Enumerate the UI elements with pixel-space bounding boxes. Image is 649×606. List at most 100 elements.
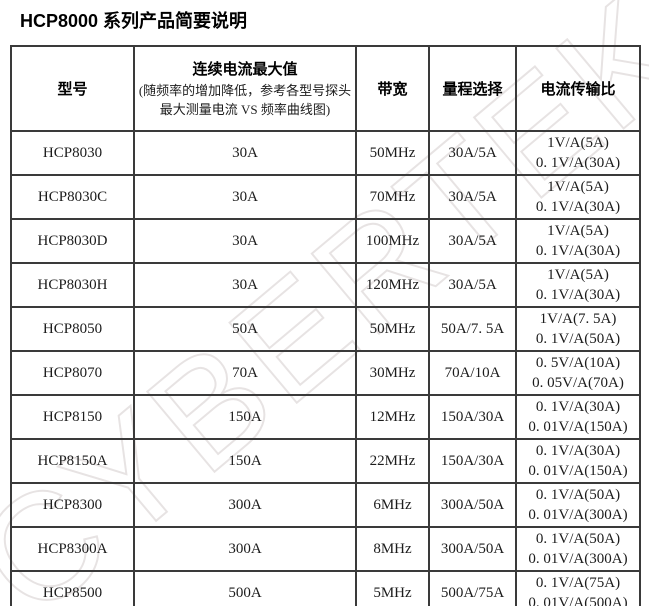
model-cell: HCP8150A: [10, 438, 135, 484]
table-row: HCP8150 150A 12MHz 150A/30A 0. 1V/A(30A)…: [10, 394, 641, 440]
range-cell: 30A/5A: [428, 174, 517, 220]
ratio-line-1: 0. 1V/A(30A): [535, 399, 621, 415]
table-row: HCP8500 500A 5MHz 500A/75A 0. 1V/A(75A) …: [10, 570, 641, 606]
product-spec-table: 型号 连续电流最大值 (随频率的增加降低，参考各型号探头 最大测量电流 VS 频…: [10, 45, 641, 606]
model-cell: HCP8300A: [10, 526, 135, 572]
bandwidth-cell: 50MHz: [355, 130, 430, 176]
ratio-line-2: 0. 1V/A(30A): [535, 287, 621, 303]
ratio-line-2: 0. 01V/A(300A): [528, 551, 628, 567]
ratio-line-2: 0. 01V/A(500A): [528, 595, 628, 606]
max-current-cell: 500A: [133, 570, 357, 606]
range-cell: 30A/5A: [428, 218, 517, 264]
ratio-line-1: 1V/A(5A): [547, 135, 609, 151]
max-current-cell: 70A: [133, 350, 357, 396]
ratio-line-2: 0. 01V/A(300A): [528, 507, 628, 523]
table-row: HCP8030 30A 50MHz 30A/5A 1V/A(5A) 0. 1V/…: [10, 130, 641, 176]
bandwidth-cell: 6MHz: [355, 482, 430, 528]
model-cell: HCP8070: [10, 350, 135, 396]
table-row: HCP8030D 30A 100MHz 30A/5A 1V/A(5A) 0. 1…: [10, 218, 641, 264]
header-ratio: 电流传输比: [515, 45, 641, 132]
header-range: 量程选择: [428, 45, 517, 132]
bandwidth-cell: 8MHz: [355, 526, 430, 572]
bandwidth-cell: 30MHz: [355, 350, 430, 396]
ratio-cell: 1V/A(7. 5A) 0. 1V/A(50A): [515, 306, 641, 352]
table-row: HCP8150A 150A 22MHz 150A/30A 0. 1V/A(30A…: [10, 438, 641, 484]
ratio-line-1: 0. 1V/A(75A): [535, 575, 621, 591]
table-row: HCP8030C 30A 70MHz 30A/5A 1V/A(5A) 0. 1V…: [10, 174, 641, 220]
table-row: HCP8070 70A 30MHz 70A/10A 0. 5V/A(10A) 0…: [10, 350, 641, 396]
range-cell: 500A/75A: [428, 570, 517, 606]
model-cell: HCP8030H: [10, 262, 135, 308]
header-bandwidth: 带宽: [355, 45, 430, 132]
header-model: 型号: [10, 45, 135, 132]
range-cell: 150A/30A: [428, 438, 517, 484]
range-cell: 300A/50A: [428, 482, 517, 528]
max-current-cell: 30A: [133, 174, 357, 220]
model-cell: HCP8500: [10, 570, 135, 606]
ratio-line-2: 0. 1V/A(30A): [535, 199, 621, 215]
header-max-current-title: 连续电流最大值: [192, 61, 298, 78]
model-cell: HCP8050: [10, 306, 135, 352]
header-max-current-note-line2: 最大测量电流 VS 频率曲线图): [159, 102, 331, 117]
range-cell: 70A/10A: [428, 350, 517, 396]
ratio-cell: 1V/A(5A) 0. 1V/A(30A): [515, 262, 641, 308]
max-current-cell: 30A: [133, 218, 357, 264]
bandwidth-cell: 70MHz: [355, 174, 430, 220]
ratio-line-1: 0. 1V/A(30A): [535, 443, 621, 459]
page-title: HCP8000 系列产品简要说明: [20, 11, 248, 31]
ratio-cell: 1V/A(5A) 0. 1V/A(30A): [515, 218, 641, 264]
ratio-line-1: 0. 5V/A(10A): [535, 355, 621, 371]
bandwidth-cell: 100MHz: [355, 218, 430, 264]
header-max-current-note: (随频率的增加降低，参考各型号探头 最大测量电流 VS 频率曲线图): [137, 81, 353, 119]
model-cell: HCP8150: [10, 394, 135, 440]
ratio-cell: 0. 1V/A(50A) 0. 01V/A(300A): [515, 526, 641, 572]
bandwidth-cell: 50MHz: [355, 306, 430, 352]
ratio-line-1: 1V/A(7. 5A): [539, 311, 617, 327]
bandwidth-cell: 5MHz: [355, 570, 430, 606]
table-row: HCP8030H 30A 120MHz 30A/5A 1V/A(5A) 0. 1…: [10, 262, 641, 308]
ratio-cell: 1V/A(5A) 0. 1V/A(30A): [515, 174, 641, 220]
max-current-cell: 300A: [133, 526, 357, 572]
max-current-cell: 50A: [133, 306, 357, 352]
bandwidth-cell: 120MHz: [355, 262, 430, 308]
ratio-line-1: 0. 1V/A(50A): [535, 487, 621, 503]
range-cell: 50A/7. 5A: [428, 306, 517, 352]
max-current-cell: 300A: [133, 482, 357, 528]
ratio-cell: 0. 1V/A(50A) 0. 01V/A(300A): [515, 482, 641, 528]
table-body: HCP8030 30A 50MHz 30A/5A 1V/A(5A) 0. 1V/…: [10, 130, 641, 606]
range-cell: 30A/5A: [428, 130, 517, 176]
range-cell: 30A/5A: [428, 262, 517, 308]
table-row: HCP8300 300A 6MHz 300A/50A 0. 1V/A(50A) …: [10, 482, 641, 528]
ratio-line-2: 0. 05V/A(70A): [532, 375, 624, 391]
range-cell: 150A/30A: [428, 394, 517, 440]
ratio-line-2: 0. 1V/A(30A): [535, 243, 621, 259]
header-max-current-note-line1: (随频率的增加降低，参考各型号探头: [138, 83, 352, 98]
max-current-cell: 150A: [133, 394, 357, 440]
ratio-cell: 0. 5V/A(10A) 0. 05V/A(70A): [515, 350, 641, 396]
table-row: HCP8300A 300A 8MHz 300A/50A 0. 1V/A(50A)…: [10, 526, 641, 572]
max-current-cell: 30A: [133, 130, 357, 176]
header-row: 型号 连续电流最大值 (随频率的增加降低，参考各型号探头 最大测量电流 VS 频…: [10, 45, 641, 132]
range-cell: 300A/50A: [428, 526, 517, 572]
ratio-line-1: 1V/A(5A): [547, 267, 609, 283]
ratio-line-2: 0. 01V/A(150A): [528, 419, 628, 435]
model-cell: HCP8030D: [10, 218, 135, 264]
model-cell: HCP8030: [10, 130, 135, 176]
header-max-current: 连续电流最大值 (随频率的增加降低，参考各型号探头 最大测量电流 VS 频率曲线…: [133, 45, 357, 132]
bandwidth-cell: 22MHz: [355, 438, 430, 484]
ratio-line-2: 0. 1V/A(30A): [535, 155, 621, 171]
model-cell: HCP8030C: [10, 174, 135, 220]
ratio-cell: 1V/A(5A) 0. 1V/A(30A): [515, 130, 641, 176]
ratio-cell: 0. 1V/A(75A) 0. 01V/A(500A): [515, 570, 641, 606]
table-header: 型号 连续电流最大值 (随频率的增加降低，参考各型号探头 最大测量电流 VS 频…: [10, 45, 641, 132]
ratio-line-1: 1V/A(5A): [547, 223, 609, 239]
ratio-line-2: 0. 01V/A(150A): [528, 463, 628, 479]
ratio-line-1: 0. 1V/A(50A): [535, 531, 621, 547]
ratio-line-1: 1V/A(5A): [547, 179, 609, 195]
ratio-cell: 0. 1V/A(30A) 0. 01V/A(150A): [515, 394, 641, 440]
table-row: HCP8050 50A 50MHz 50A/7. 5A 1V/A(7. 5A) …: [10, 306, 641, 352]
max-current-cell: 30A: [133, 262, 357, 308]
ratio-line-2: 0. 1V/A(50A): [535, 331, 621, 347]
ratio-cell: 0. 1V/A(30A) 0. 01V/A(150A): [515, 438, 641, 484]
model-cell: HCP8300: [10, 482, 135, 528]
